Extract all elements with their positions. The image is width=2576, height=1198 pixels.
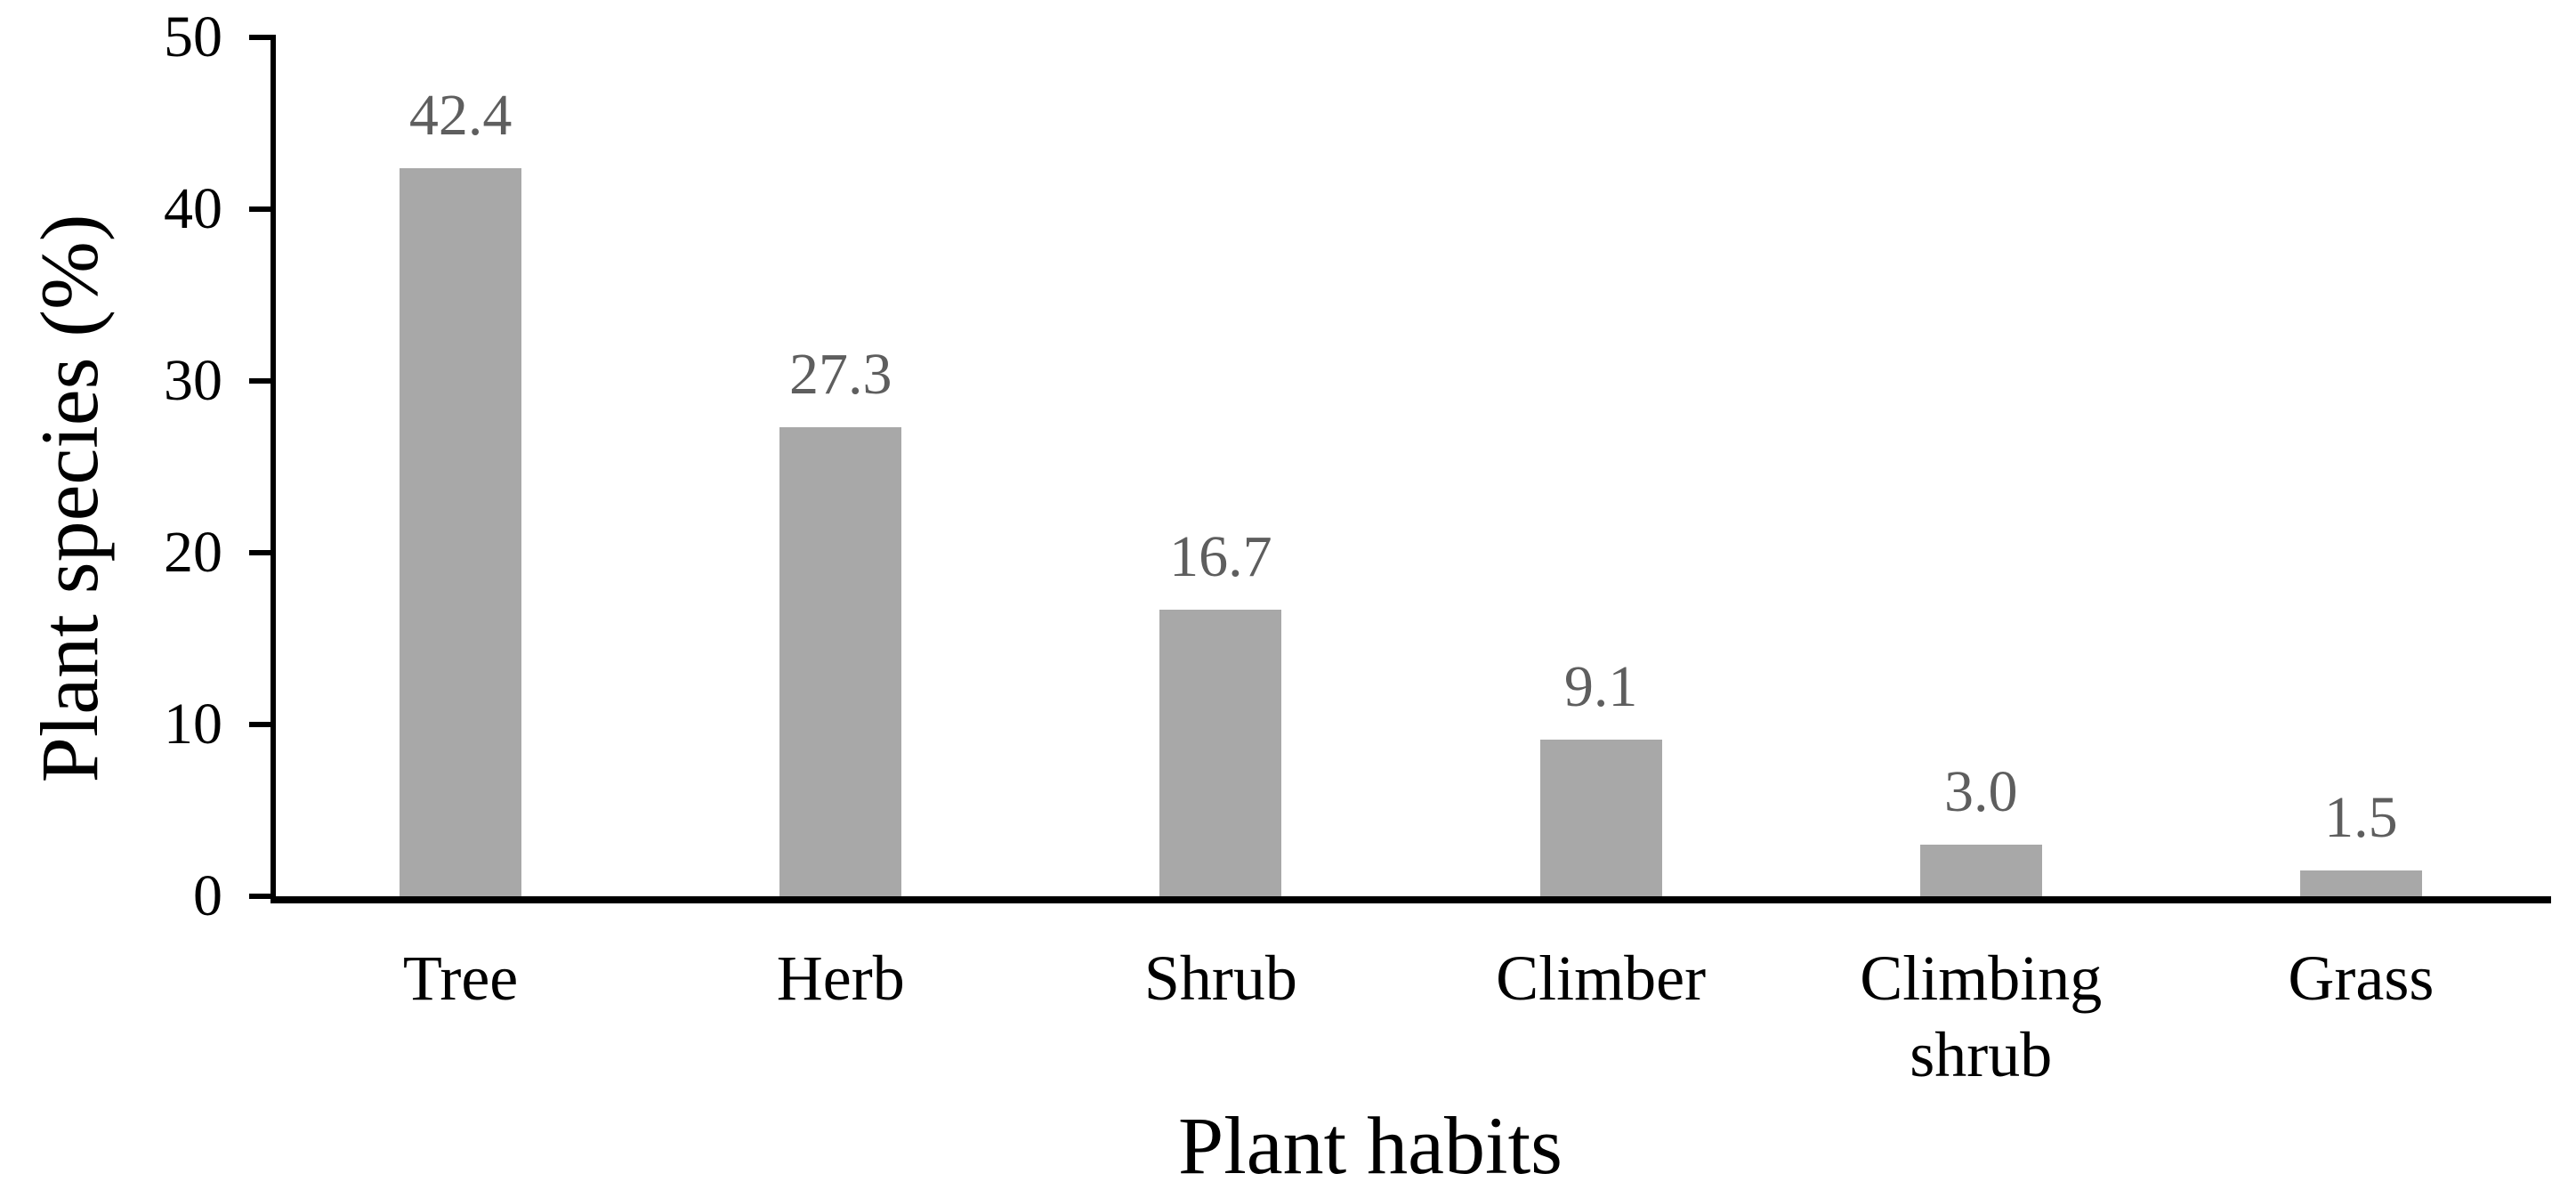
- y-tick-mark: [249, 550, 271, 555]
- x-axis-title: Plant habits: [1178, 1100, 1563, 1191]
- y-tick-mark: [249, 35, 271, 40]
- y-tick-label: 50: [164, 4, 222, 69]
- category-label: Grass: [2288, 943, 2435, 1014]
- bar-value-label: 9.1: [1563, 654, 1638, 720]
- y-axis-line: [271, 35, 276, 903]
- category-label: Climbing shrub: [1860, 943, 2103, 1090]
- y-tick-label: 10: [164, 692, 222, 757]
- y-tick-label: 30: [164, 348, 222, 413]
- category-label: Tree: [402, 943, 519, 1014]
- category-label: Herb: [776, 943, 905, 1014]
- y-tick-label: 0: [193, 863, 222, 928]
- bar: [779, 427, 902, 896]
- bar: [2299, 870, 2422, 896]
- bar: [1539, 740, 1662, 896]
- y-tick-mark: [249, 722, 271, 727]
- category-label: Shrub: [1143, 943, 1297, 1014]
- bar-value-label: 1.5: [2324, 785, 2398, 851]
- bar: [1919, 845, 2042, 896]
- x-axis-line: [271, 896, 2551, 903]
- bar-value-label: 3.0: [1944, 759, 2018, 825]
- bar-value-label: 16.7: [1169, 523, 1272, 589]
- bar: [400, 167, 522, 896]
- category-label: Climber: [1496, 943, 1707, 1014]
- y-tick-label: 20: [164, 520, 222, 585]
- y-tick-mark: [249, 894, 271, 899]
- y-tick-label: 40: [164, 176, 222, 241]
- bar-value-label: 42.4: [408, 82, 513, 148]
- y-tick-mark: [249, 378, 271, 384]
- y-tick-mark: [249, 206, 271, 212]
- bar-value-label: 27.3: [789, 342, 892, 408]
- bar: [1159, 609, 1282, 896]
